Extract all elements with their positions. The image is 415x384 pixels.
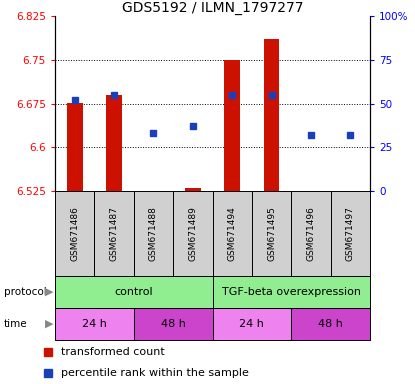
Text: protocol: protocol [4, 287, 47, 297]
Bar [331, 191, 370, 276]
Text: 24 h: 24 h [239, 319, 264, 329]
Bar [264, 39, 279, 191]
Bar [134, 308, 212, 340]
Text: percentile rank within the sample: percentile rank within the sample [61, 368, 249, 378]
Text: 48 h: 48 h [318, 319, 343, 329]
Text: GSM671486: GSM671486 [70, 206, 79, 261]
Text: control: control [115, 287, 153, 297]
Bar [55, 191, 94, 276]
Bar [212, 276, 370, 308]
Text: 24 h: 24 h [82, 319, 107, 329]
Bar [134, 191, 173, 276]
Text: GSM671495: GSM671495 [267, 206, 276, 261]
Bar [55, 308, 134, 340]
Bar [212, 191, 252, 276]
Bar [212, 308, 291, 340]
Text: GSM671487: GSM671487 [110, 206, 119, 261]
Text: ▶: ▶ [45, 319, 53, 329]
Title: GDS5192 / ILMN_1797277: GDS5192 / ILMN_1797277 [122, 1, 303, 15]
Bar [94, 191, 134, 276]
Text: time: time [4, 319, 28, 329]
Text: transformed count: transformed count [61, 347, 165, 357]
Text: TGF-beta overexpression: TGF-beta overexpression [222, 287, 361, 297]
Bar [291, 308, 370, 340]
Text: GSM671497: GSM671497 [346, 206, 355, 261]
Bar [173, 191, 212, 276]
Text: GSM671494: GSM671494 [228, 206, 237, 261]
Text: GSM671489: GSM671489 [188, 206, 197, 261]
Bar [185, 188, 201, 191]
Bar [67, 104, 83, 191]
Text: ▶: ▶ [45, 287, 53, 297]
Bar [291, 191, 331, 276]
Bar [225, 60, 240, 191]
Bar [55, 276, 212, 308]
Text: GSM671496: GSM671496 [306, 206, 315, 261]
Bar [252, 191, 291, 276]
Text: 48 h: 48 h [161, 319, 186, 329]
Bar [106, 95, 122, 191]
Text: GSM671488: GSM671488 [149, 206, 158, 261]
